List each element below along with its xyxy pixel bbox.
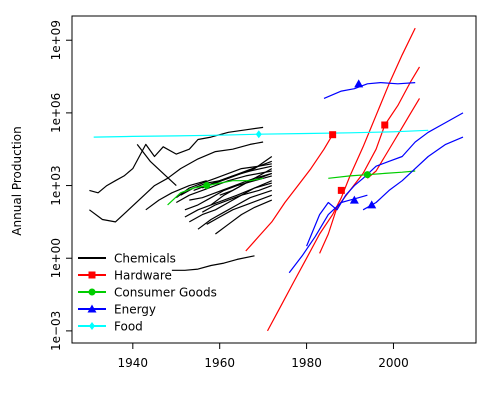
series-marker-energy [349,195,359,204]
series-line-chemicals [197,189,272,230]
series-line-chemicals [215,199,273,235]
legend-entry-consumer: Consumer Goods [78,286,217,300]
series-marker-energy [354,79,364,88]
legend-marker [88,271,96,279]
series-line-hardware [245,134,334,252]
series-marker-food [255,130,262,139]
legend-entry-food: Food [78,320,143,334]
series-line-hardware [367,98,421,179]
series-marker-consumer [363,171,371,179]
legend-label: Chemicals [114,252,176,266]
series-marker-hardware [381,121,389,129]
legend-marker [88,288,96,296]
x-tick-label: 1940 [118,356,149,370]
series-line-chemicals [176,170,272,204]
series-line-chemicals [145,180,207,211]
series-line-consumer [328,170,416,179]
series-line-chemicals [189,185,273,223]
legend-label: Consumer Goods [114,286,217,300]
series-line-chemicals [206,194,273,225]
series-marker-hardware [337,186,345,194]
series-marker-hardware [329,131,337,139]
series-line-chemicals [219,172,273,196]
legend-entry-chemicals: Chemicals [78,252,176,266]
series-marker-consumer [203,182,211,190]
x-axis: 1940 1960 1980 2000 [118,343,409,370]
legend-label: Energy [114,303,156,317]
series-marker-energy [367,200,377,209]
y-tick-label: 1e−03 [49,311,63,351]
marker-layer [203,79,389,209]
series-line-consumer [167,177,264,206]
series-line-hardware [266,27,416,332]
y-tick-label: 1e+09 [49,20,63,60]
plot-frame [71,15,477,344]
series-line-chemicals [175,163,272,199]
legend-marker [89,322,95,330]
x-tick-label: 1980 [291,356,322,370]
series-line-energy [323,81,416,99]
legend-marker [87,304,97,313]
legend-entry-energy: Energy [78,303,156,317]
y-axis-title: Annual Production [10,126,24,235]
y-tick-label: 1e+00 [49,238,63,278]
legend-entry-hardware: Hardware [78,269,172,283]
series-line-chemicals [184,175,272,211]
y-tick-label: 1e+03 [49,165,63,205]
y-tick-label: 1e+06 [49,93,63,133]
legend-label: Hardware [114,269,172,283]
series-line-hardware [319,66,421,254]
legend-label: Food [114,320,143,334]
series-line-energy [362,136,464,211]
series-line-chemicals [202,180,273,213]
x-tick-label: 1960 [204,356,235,370]
legend: Chemicals Hardware Consumer Goods Energy Foo… [78,252,217,334]
series-line-chemicals [136,144,177,187]
series-line-chemicals [171,255,255,271]
y-axis: 1e−03 1e+00 1e+03 1e+06 1e+09 [49,20,72,351]
x-tick-label: 2000 [378,356,409,370]
